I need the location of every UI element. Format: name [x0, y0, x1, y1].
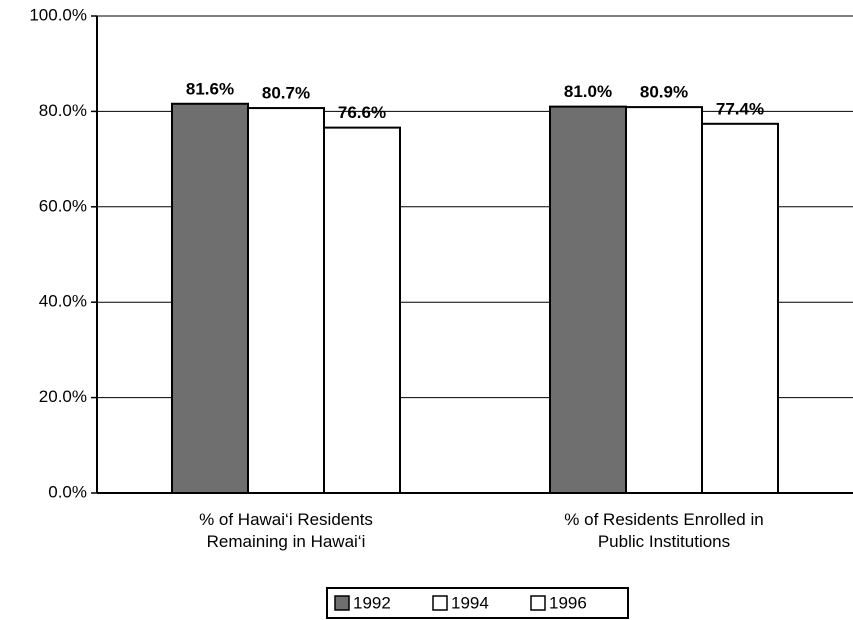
y-tick-label: 40.0%: [39, 292, 87, 311]
bar: [247, 107, 325, 494]
x-tick-label: % of Hawai‘i Residents Remaining in Hawa…: [199, 510, 373, 551]
y-tick-label: 100.0%: [29, 5, 87, 24]
value-label: 76.6%: [338, 103, 386, 122]
legend-box: [326, 587, 629, 619]
bar: [323, 126, 401, 494]
bar: [701, 122, 779, 494]
value-label: 81.0%: [564, 82, 612, 101]
bar: [625, 106, 703, 495]
legend-swatch: [432, 595, 448, 611]
value-label: 77.4%: [716, 99, 764, 118]
value-label: 81.6%: [186, 79, 234, 98]
x-tick-label: % of Residents Enrolled in Public Instit…: [564, 510, 764, 551]
y-tick-label: 20.0%: [39, 387, 87, 406]
y-tick-label: 60.0%: [39, 196, 87, 215]
y-tick-label: 0.0%: [48, 482, 87, 501]
bar: [549, 105, 627, 494]
legend-swatch: [530, 595, 546, 611]
bar: [171, 102, 249, 494]
y-tick-label: 80.0%: [39, 101, 87, 120]
legend-label: 1994: [451, 593, 489, 612]
legend-swatch: [334, 595, 350, 611]
value-label: 80.9%: [640, 83, 688, 102]
legend-label: 1992: [353, 593, 391, 612]
value-label: 80.7%: [262, 84, 310, 103]
legend-label: 1996: [549, 593, 587, 612]
